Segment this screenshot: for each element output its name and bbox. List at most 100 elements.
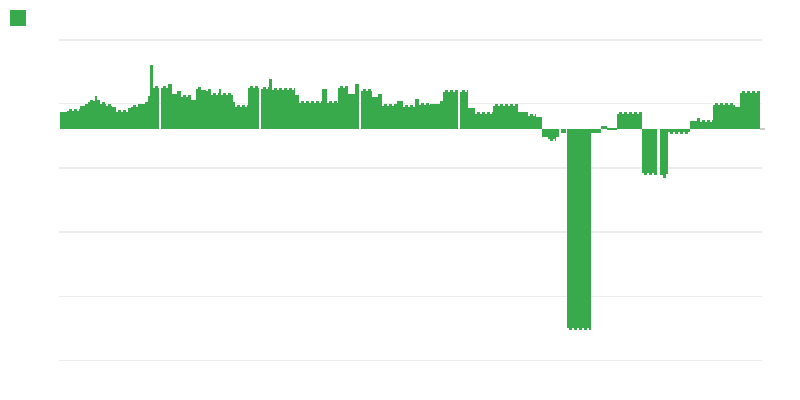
bar-segment-negative — [666, 128, 668, 174]
bar-segment-positive — [152, 85, 159, 129]
bar-segment-positive — [327, 100, 338, 129]
bar-segment-positive — [160, 85, 168, 129]
bar-segment-positive — [360, 88, 372, 129]
bar-segment-positive — [528, 113, 536, 129]
bar-segment-negative — [542, 128, 548, 137]
bar-segment-positive — [382, 103, 397, 129]
bar-jagged-edge — [528, 113, 536, 116]
bar-segment-positive — [468, 108, 475, 129]
bar-segment-positive — [233, 101, 235, 129]
bar-jagged-edge — [160, 85, 168, 88]
bar-segment-positive — [168, 83, 172, 129]
bar-segment-positive — [97, 99, 100, 129]
bar-segment-positive — [106, 104, 112, 129]
bar-jagged-edge — [382, 103, 397, 106]
bar-jagged-edge — [327, 100, 338, 103]
bar-segment-positive — [148, 96, 150, 129]
bar-segment-positive — [201, 90, 206, 129]
bar-segment-positive — [271, 88, 295, 129]
bar-segment-positive — [88, 99, 93, 129]
bar-jagged-edge — [403, 105, 415, 107]
bar-jagged-edge — [116, 109, 128, 112]
bar-segment-positive — [518, 112, 528, 129]
bar-jagged-edge — [566, 328, 591, 330]
bar-segment-positive — [128, 107, 131, 129]
bar-jagged-edge — [67, 109, 80, 111]
bar-jagged-edge — [459, 90, 468, 92]
bar-segment-positive — [219, 88, 221, 129]
bar-segment-negative — [560, 128, 566, 133]
bar-segment-positive — [338, 85, 348, 129]
bar-segment-positive — [211, 92, 219, 129]
bar-segment-positive — [93, 101, 95, 129]
bar-jagged-edge — [713, 102, 735, 105]
bar-segment-positive — [697, 117, 700, 129]
bar-segment-positive — [493, 103, 518, 129]
series-legend-swatch — [10, 10, 26, 26]
bar-jagged-edge — [106, 104, 112, 106]
bar-jagged-edge — [617, 112, 642, 114]
bar-segment-positive — [415, 98, 419, 129]
bar-segment-positive — [67, 109, 80, 129]
bar-segment-positive — [100, 101, 106, 129]
bar-jagged-edge — [88, 99, 93, 102]
bar-jagged-edge — [700, 120, 713, 122]
bar-segment-positive — [191, 100, 196, 129]
bar-jagged-edge — [131, 105, 138, 107]
bar-segment-positive — [740, 91, 760, 129]
bar-jagged-edge — [443, 90, 458, 92]
bar-segment-negative — [566, 128, 591, 330]
bar-segment-positive — [430, 103, 440, 129]
bar-segment-positive — [177, 91, 181, 129]
bar-segment-positive — [372, 97, 378, 129]
bar-segment-positive — [116, 109, 128, 129]
gridline — [59, 359, 762, 362]
bar-jagged-edge — [100, 101, 106, 104]
bar-segment-positive — [735, 107, 740, 129]
bar-jagged-edge — [206, 88, 211, 91]
bar-segment-positive — [475, 112, 493, 129]
bar-jagged-edge — [419, 102, 430, 105]
bar-jagged-edge — [181, 95, 191, 97]
bar-segment-positive — [419, 102, 430, 129]
bar-segment-positive — [355, 83, 359, 129]
bar-segment-positive — [443, 90, 458, 129]
bar-segment-positive — [322, 89, 327, 129]
bar-segment-positive — [143, 101, 148, 129]
bar-segment-positive — [299, 100, 322, 129]
bar-jagged-edge — [260, 86, 269, 89]
bar-segment-positive — [221, 92, 233, 129]
bar-jagged-edge — [196, 87, 201, 89]
bar-segment-positive — [601, 126, 607, 129]
bar-segment-positive — [260, 86, 269, 129]
bar-jagged-edge — [152, 85, 159, 88]
bar-jagged-edge — [548, 139, 556, 141]
bar-segment-positive — [713, 102, 735, 129]
bar-segment-positive — [95, 95, 97, 129]
bar-segment-negative — [548, 128, 556, 141]
bar-jagged-edge — [211, 92, 219, 95]
bar-segment-positive — [181, 95, 191, 129]
bar-segment-positive — [138, 103, 143, 129]
bar-segment-positive — [295, 95, 299, 129]
bar-segment-positive — [172, 94, 177, 129]
bar-segment-positive — [85, 103, 88, 129]
bar-segment-negative — [642, 128, 657, 175]
bar-segment-positive — [80, 106, 85, 129]
bar-segment-negative — [590, 128, 601, 133]
bar-segment-negative — [667, 128, 690, 134]
bar-jagged-edge — [299, 100, 322, 103]
bar-segment-positive — [397, 100, 403, 129]
bar-segment-positive — [378, 94, 382, 129]
bar-segment-positive — [536, 117, 542, 129]
bar-segment-positive — [131, 105, 138, 129]
bar-segment-positive — [440, 100, 443, 129]
bar-segment-positive — [196, 87, 201, 129]
bar-jagged-edge — [740, 91, 760, 93]
bar-segment-positive — [348, 93, 355, 129]
gridline — [59, 231, 762, 233]
bar-jagged-edge — [642, 172, 657, 175]
bar-segment-positive — [403, 105, 415, 129]
